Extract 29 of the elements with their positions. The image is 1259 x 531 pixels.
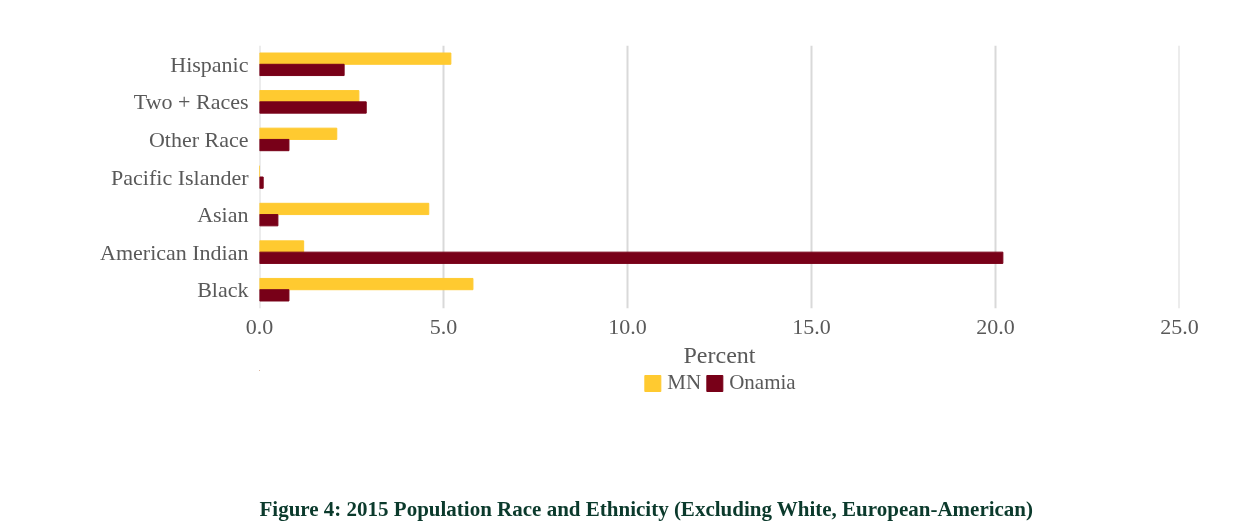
- text: Figure 4: 2015 Population Race and Ethnicity (Excluding White, European-American): [259, 496, 1034, 521]
- x-tick-label: 15.0: [792, 313, 831, 339]
- bar: [259, 52, 452, 65]
- legend-label: MN: [667, 370, 702, 395]
- x-tick-label: 20.0: [976, 313, 1015, 339]
- bar: [259, 289, 290, 302]
- bar: [259, 202, 430, 216]
- y-tick-label: Pacific Islander: [111, 164, 250, 190]
- y-tick-label: Black: [197, 277, 249, 303]
- bar: [259, 176, 264, 189]
- x-axis-title: Percent: [683, 341, 756, 368]
- legend-label: Onamia: [729, 370, 796, 395]
- bar: [259, 214, 279, 227]
- x-tick-label: 10.0: [608, 313, 647, 339]
- bar: [259, 63, 345, 77]
- y-tick-label: Hispanic: [170, 51, 249, 77]
- bar: [259, 251, 1004, 264]
- bar: [259, 138, 290, 152]
- bar: [259, 90, 360, 103]
- x-tick-label: 5.0: [429, 313, 458, 339]
- bar: [259, 127, 338, 140]
- bar: [259, 277, 474, 291]
- y-tick-label: Other Race: [148, 126, 249, 152]
- bar: [259, 101, 367, 114]
- y-tick-label: Two + Races: [133, 89, 249, 115]
- y-tick-label: Asian: [197, 202, 249, 228]
- x-tick-label: 0.0: [245, 313, 274, 339]
- x-tick-label: 25.0: [1160, 313, 1199, 339]
- y-tick-label: American Indian: [100, 239, 249, 265]
